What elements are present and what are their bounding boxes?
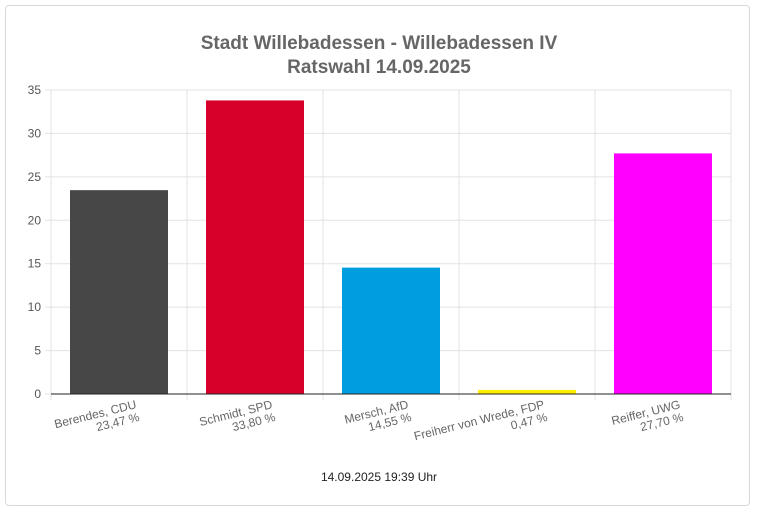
y-tick-label: 35 bbox=[28, 83, 42, 97]
y-tick-label: 5 bbox=[34, 344, 41, 358]
y-tick-label: 20 bbox=[28, 213, 42, 227]
chart-subtitle: Ratswahl 14.09.2025 bbox=[287, 57, 471, 78]
y-tick-label: 15 bbox=[28, 257, 42, 271]
bar-2 bbox=[206, 100, 304, 395]
bar-4 bbox=[478, 389, 576, 394]
y-tick-label: 25 bbox=[28, 170, 42, 184]
timestamp: 14.09.2025 19:39 Uhr bbox=[320, 470, 438, 484]
y-tick-label: 30 bbox=[28, 126, 42, 140]
bar-5 bbox=[614, 153, 712, 394]
bar-1 bbox=[70, 190, 168, 394]
chart-title: Stadt Willebadessen - Willebadessen IV bbox=[200, 33, 558, 54]
y-tick-label: 0 bbox=[34, 387, 41, 401]
bar-3 bbox=[342, 267, 440, 394]
y-tick-label: 10 bbox=[28, 300, 42, 314]
